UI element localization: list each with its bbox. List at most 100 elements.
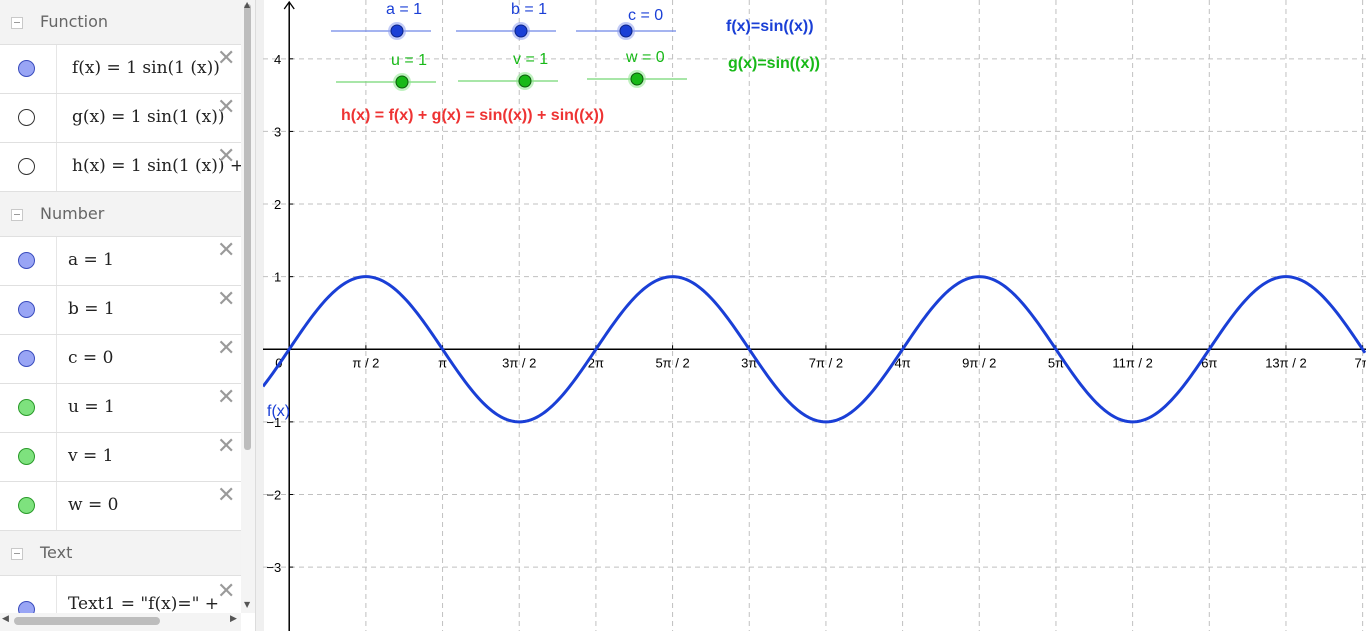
visibility-cell[interactable] [0, 94, 57, 142]
g-text[interactable]: g(x)=sin((x)) [728, 55, 820, 72]
delete-icon[interactable]: ✕ [217, 95, 236, 120]
algebra-row-w[interactable]: w = 0 ✕ [0, 482, 241, 531]
x-tick-label: π / 2 [352, 355, 379, 370]
scroll-down-icon[interactable]: ▼ [244, 600, 251, 609]
visibility-toggle-icon[interactable] [18, 252, 35, 269]
y-tick-label: 2 [274, 197, 281, 212]
delete-icon[interactable]: ✕ [217, 579, 236, 604]
algebra-row-v[interactable]: v = 1 ✕ [0, 433, 241, 482]
visibility-toggle-icon[interactable] [18, 497, 35, 514]
section-title: Number [40, 204, 105, 223]
delete-icon[interactable]: ✕ [217, 434, 236, 459]
x-tick-label: 3π [741, 355, 757, 370]
algebra-row-f[interactable]: f(x) = 1 sin(1 (x)) ✕ [0, 45, 241, 94]
delete-icon[interactable]: ✕ [217, 336, 236, 361]
vertical-scrollbar-thumb[interactable] [244, 4, 251, 450]
algebra-row-b[interactable]: b = 1 ✕ [0, 286, 241, 335]
visibility-cell[interactable] [0, 482, 57, 530]
y-tick-label: −2 [266, 487, 281, 502]
slider-u-label: u = 1 [391, 52, 428, 69]
visibility-cell[interactable] [0, 286, 57, 334]
delete-icon[interactable]: ✕ [217, 483, 236, 508]
section-title: Text [40, 543, 73, 562]
visibility-toggle-icon[interactable] [18, 158, 35, 175]
visibility-cell[interactable] [0, 335, 57, 383]
visibility-toggle-icon[interactable] [18, 301, 35, 318]
scroll-up-icon[interactable]: ▲ [244, 0, 251, 9]
x-tick-label: 7π [1355, 355, 1366, 370]
algebra-expression[interactable]: c = 0 [68, 348, 114, 368]
visibility-cell[interactable] [0, 384, 57, 432]
slider-handle-icon [514, 24, 528, 38]
algebra-row-h[interactable]: h(x) = 1 sin(1 (x)) + ✕ [0, 143, 245, 192]
algebra-expression[interactable]: w = 0 [68, 495, 119, 515]
visibility-cell[interactable] [0, 433, 57, 481]
f-text[interactable]: f(x)=sin((x)) [726, 18, 814, 35]
slider-handle-icon [395, 75, 409, 89]
slider-handle-icon [390, 24, 404, 38]
algebra-expression[interactable]: h(x) = 1 sin(1 (x)) + [72, 156, 245, 176]
panel-divider[interactable] [255, 0, 264, 631]
slider-a-label: a = 1 [386, 1, 423, 18]
slider-handle-icon [630, 72, 644, 86]
x-tick-label: 5π [1048, 355, 1064, 370]
collapse-toggle-icon[interactable] [11, 17, 23, 29]
visibility-toggle-icon[interactable] [18, 350, 35, 367]
delete-icon[interactable]: ✕ [217, 385, 236, 410]
visibility-toggle-icon[interactable] [18, 399, 35, 416]
algebra-row-c[interactable]: c = 0 ✕ [0, 335, 241, 384]
x-tick-label: 13π / 2 [1265, 355, 1307, 370]
delete-icon[interactable]: ✕ [217, 46, 236, 71]
algebra-view: Function f(x) = 1 sin(1 (x)) ✕ g(x) = 1 … [0, 0, 255, 631]
visibility-toggle-icon[interactable] [18, 448, 35, 465]
x-tick-label: 7π / 2 [809, 355, 843, 370]
section-header-function[interactable]: Function [0, 0, 241, 45]
section-header-text[interactable]: Text [0, 531, 241, 576]
y-tick-label: −3 [266, 560, 281, 575]
algebra-expression[interactable]: f(x) = 1 sin(1 (x)) [72, 58, 220, 78]
collapse-toggle-icon[interactable] [11, 548, 23, 560]
visibility-toggle-icon[interactable] [18, 60, 35, 77]
x-tick-label: π [438, 355, 447, 370]
horizontal-scrollbar-thumb[interactable] [14, 617, 160, 625]
visibility-cell[interactable] [0, 143, 57, 191]
algebra-expression[interactable]: b = 1 [68, 299, 115, 319]
x-tick-label: 4π [894, 355, 910, 370]
slider-handle-icon [518, 74, 532, 88]
x-tick-label: 5π / 2 [655, 355, 689, 370]
algebra-expression[interactable]: g(x) = 1 sin(1 (x)) [72, 107, 225, 127]
algebra-expression[interactable]: u = 1 [68, 397, 115, 417]
algebra-expression[interactable]: a = 1 [68, 250, 115, 270]
slider-handle-icon [619, 24, 633, 38]
curve-label: f(x) [267, 403, 291, 420]
delete-icon[interactable]: ✕ [217, 287, 236, 312]
x-tick-label: 2π [588, 355, 604, 370]
y-tick-label: −1 [266, 415, 281, 430]
y-tick-label: 3 [274, 124, 281, 139]
section-title: Function [40, 12, 109, 31]
scroll-left-icon[interactable]: ◀ [2, 614, 9, 624]
algebra-row-a[interactable]: a = 1 ✕ [0, 237, 241, 286]
collapse-toggle-icon[interactable] [11, 209, 23, 221]
h-text[interactable]: h(x) = f(x) + g(x) = sin((x)) + sin((x)) [341, 107, 605, 124]
slider-v-label: v = 1 [513, 51, 549, 68]
algebra-expression[interactable]: v = 1 [68, 446, 114, 466]
algebra-row-u[interactable]: u = 1 ✕ [0, 384, 241, 433]
section-header-number[interactable]: Number [0, 192, 241, 237]
y-tick-label: 4 [274, 52, 281, 67]
y-axis-arrow-icon [283, 0, 295, 10]
scroll-right-icon[interactable]: ▶ [230, 614, 237, 624]
y-tick-label: 1 [274, 270, 281, 285]
algebra-row-g[interactable]: g(x) = 1 sin(1 (x)) ✕ [0, 94, 241, 143]
visibility-toggle-icon[interactable] [18, 109, 35, 126]
function-curve-f [263, 275, 1366, 424]
x-tick-label: 6π [1201, 355, 1217, 370]
delete-icon[interactable]: ✕ [217, 238, 236, 263]
visibility-cell[interactable] [0, 237, 57, 285]
delete-icon[interactable]: ✕ [217, 144, 236, 169]
algebra-expression[interactable]: Text1 = "f(x)=" + [68, 594, 220, 614]
visibility-cell[interactable] [0, 45, 57, 93]
x-tick-label: 9π / 2 [962, 355, 996, 370]
